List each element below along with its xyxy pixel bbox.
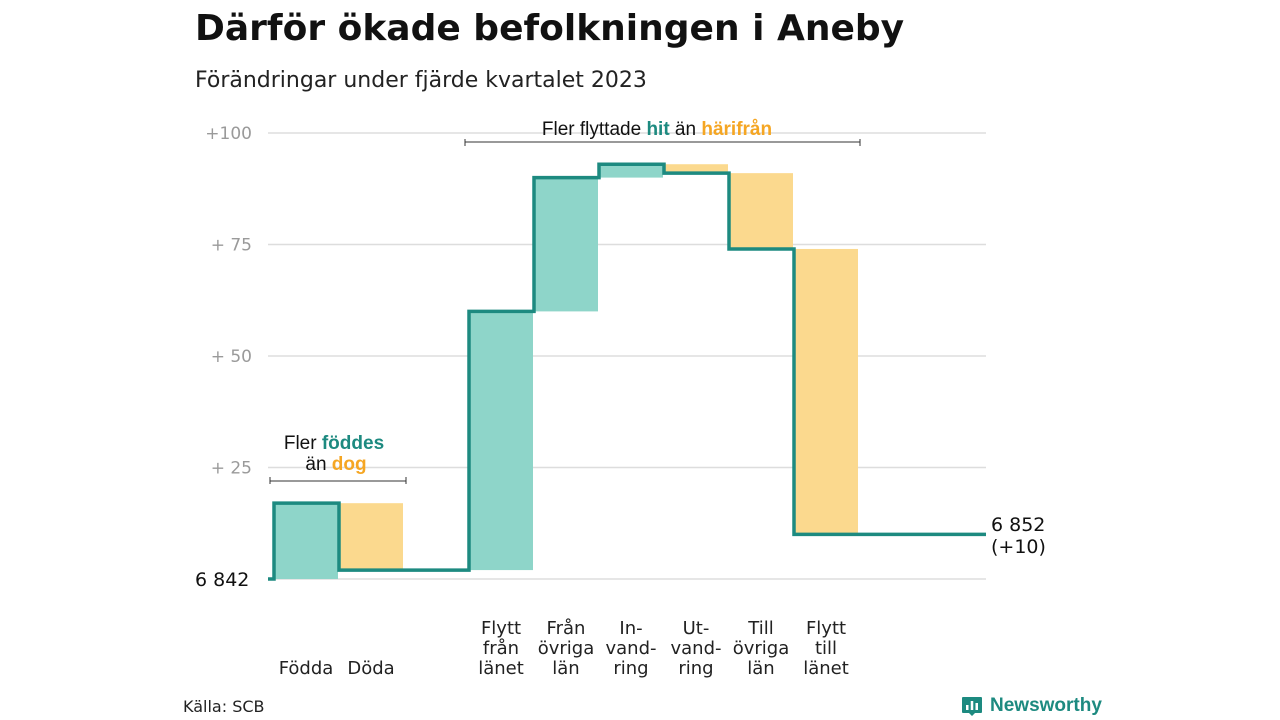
category-label: från <box>483 638 519 659</box>
category-label: Ut- <box>683 618 710 639</box>
category-label: vand- <box>605 638 656 659</box>
births-annotation-line1: Fler föddes <box>284 433 384 454</box>
brand-logo[interactable]: Newsworthy <box>960 694 1102 718</box>
category-label: till <box>815 638 837 659</box>
y-tick-label: + 50 <box>211 347 252 367</box>
category-label: län <box>552 658 579 679</box>
category-label: länet <box>478 658 524 679</box>
category-label: ring <box>613 658 648 679</box>
y-tick-label: +100 <box>205 124 252 144</box>
migration-annotation: Fler flyttade hit än härifrån <box>542 119 772 140</box>
y-tick-label: + 75 <box>211 236 252 256</box>
category-label: In- <box>619 618 642 639</box>
brand-name: Newsworthy <box>990 695 1102 716</box>
end-value-label: (+10) <box>991 536 1046 558</box>
bar-chart-logo-icon <box>962 697 982 716</box>
waterfall-bar <box>274 503 338 579</box>
end-value-label: 6 852 <box>991 514 1045 536</box>
waterfall-bar <box>664 164 728 174</box>
category-label: Till <box>747 618 773 639</box>
category-label: Från <box>547 618 586 639</box>
category-label: län <box>747 658 774 679</box>
category-label: vand- <box>670 638 721 659</box>
migration-bracket <box>464 139 861 146</box>
category-label: Flytt <box>481 618 521 639</box>
category-label: Döda <box>347 658 394 679</box>
start-value-label: 6 842 <box>195 569 249 591</box>
cumulative-step-line <box>268 162 986 581</box>
category-label: Födda <box>279 658 334 679</box>
category-label: övriga <box>733 638 790 659</box>
births-annotation-line2: än dog <box>305 454 366 475</box>
chart-title: Därför ökade befolkningen i Aneby <box>195 8 905 49</box>
category-label: ring <box>678 658 713 679</box>
category-label: länet <box>803 658 849 679</box>
waterfall-bar <box>339 503 403 571</box>
waterfall-bar <box>599 164 663 178</box>
category-label: Flytt <box>806 618 846 639</box>
waterfall-bar <box>794 248 858 535</box>
category-label: övriga <box>538 638 595 659</box>
waterfall-bar <box>729 173 793 249</box>
y-tick-label: + 25 <box>211 459 252 479</box>
waterfall-bar <box>469 311 533 571</box>
chart-subtitle: Förändringar under fjärde kvartalet 2023 <box>195 68 647 93</box>
births-bracket <box>269 477 407 484</box>
waterfall-bar <box>534 177 598 312</box>
source-note: Källa: SCB <box>183 697 265 716</box>
